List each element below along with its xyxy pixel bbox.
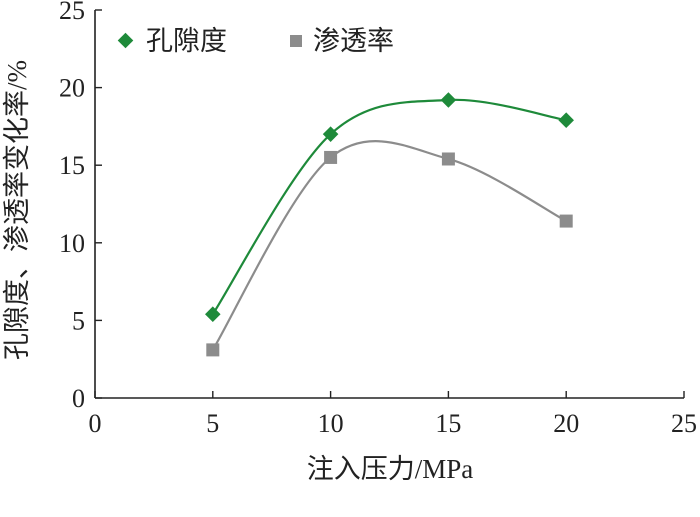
legend-item-porosity: 孔隙度 <box>117 26 227 56</box>
data-point-permeability <box>441 152 455 166</box>
y-tick-label: 0 <box>72 384 85 413</box>
x-tick-label: 0 <box>89 409 102 438</box>
x-tick-label: 5 <box>206 409 219 438</box>
y-tick-label: 5 <box>72 306 85 335</box>
legend-item-permeability: 渗透率 <box>290 26 394 56</box>
data-point-porosity <box>440 92 457 108</box>
series-markers <box>205 92 574 357</box>
y-tick-label: 25 <box>59 0 85 25</box>
data-point-permeability <box>324 150 338 164</box>
x-tick-label: 25 <box>671 409 697 438</box>
axes <box>94 9 685 399</box>
legend: 孔隙度 渗透率 <box>117 26 394 56</box>
x-tick-label: 20 <box>553 409 579 438</box>
data-point-porosity <box>322 126 339 142</box>
x-tick-label: 15 <box>435 409 461 438</box>
y-tick-label: 20 <box>59 74 85 103</box>
legend-marker-permeability <box>290 35 302 47</box>
data-point-porosity <box>205 306 221 322</box>
series-line-permeability <box>211 140 567 351</box>
data-point-porosity <box>558 112 574 128</box>
y-axis-title: 孔隙度、渗透率变化率/% <box>2 60 32 360</box>
tick-labels: 0 5 10 15 20 25 0 5 10 15 20 25 <box>59 0 697 438</box>
series-line-porosity <box>211 98 567 315</box>
legend-label-porosity: 孔隙度 <box>146 26 227 56</box>
legend-label-permeability: 渗透率 <box>313 26 394 56</box>
data-point-permeability <box>206 343 220 357</box>
x-axis-title: 注入压力/MPa <box>307 454 474 484</box>
series-curves <box>211 98 567 351</box>
y-tick-label: 15 <box>59 151 85 180</box>
data-point-permeability <box>559 214 573 228</box>
x-tick-label: 10 <box>318 409 344 438</box>
legend-marker-porosity <box>117 32 134 49</box>
y-tick-label: 10 <box>59 229 85 258</box>
